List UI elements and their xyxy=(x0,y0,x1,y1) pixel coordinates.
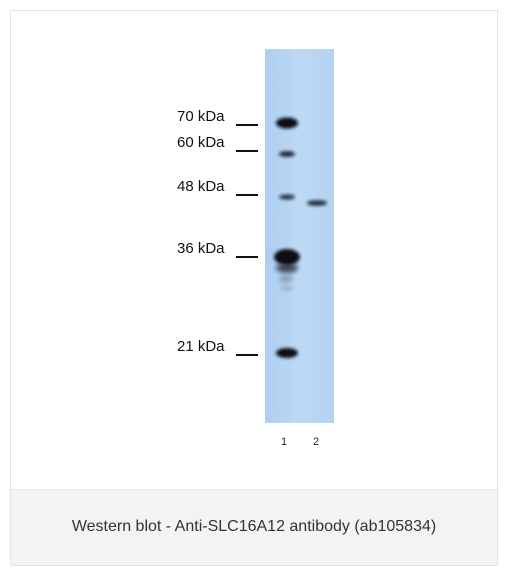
marker-tick-48kda xyxy=(236,194,258,196)
marker-tick-70kda xyxy=(236,124,258,126)
lane-1-bands xyxy=(274,117,300,358)
figure-caption: Western blot - Anti-SLC16A12 antibody (a… xyxy=(71,518,437,535)
lane-number-2: 2 xyxy=(313,436,320,448)
marker-label-21kda: 21 kDa xyxy=(177,338,225,355)
lane-1-band-21kda xyxy=(276,348,298,358)
figure-card: 70 kDa 60 kDa 48 kDa 36 kDa 21 kDa 1 2 W… xyxy=(10,10,498,566)
lane-number-1: 1 xyxy=(281,436,288,448)
lane-1-band-70kda xyxy=(276,117,298,129)
lane-1-band-36kda xyxy=(274,249,300,265)
marker-tick-21kda xyxy=(236,354,258,356)
marker-label-60kda: 60 kDa xyxy=(177,134,225,151)
lane-1-band-48kda xyxy=(279,194,295,200)
lane-2-band-target xyxy=(307,200,327,206)
blot-graphic xyxy=(265,49,334,423)
caption-bar: Western blot - Anti-SLC16A12 antibody (a… xyxy=(11,489,497,565)
marker-label-36kda: 36 kDa xyxy=(177,240,225,257)
lane-1-band-60kda xyxy=(279,151,295,157)
marker-label-48kda: 48 kDa xyxy=(177,178,225,195)
marker-tick-36kda xyxy=(236,256,258,258)
lane-2-bands xyxy=(307,200,327,206)
marker-tick-60kda xyxy=(236,150,258,152)
marker-label-70kda: 70 kDa xyxy=(177,108,225,125)
western-blot-image: 70 kDa 60 kDa 48 kDa 36 kDa 21 kDa 1 2 xyxy=(11,11,497,489)
